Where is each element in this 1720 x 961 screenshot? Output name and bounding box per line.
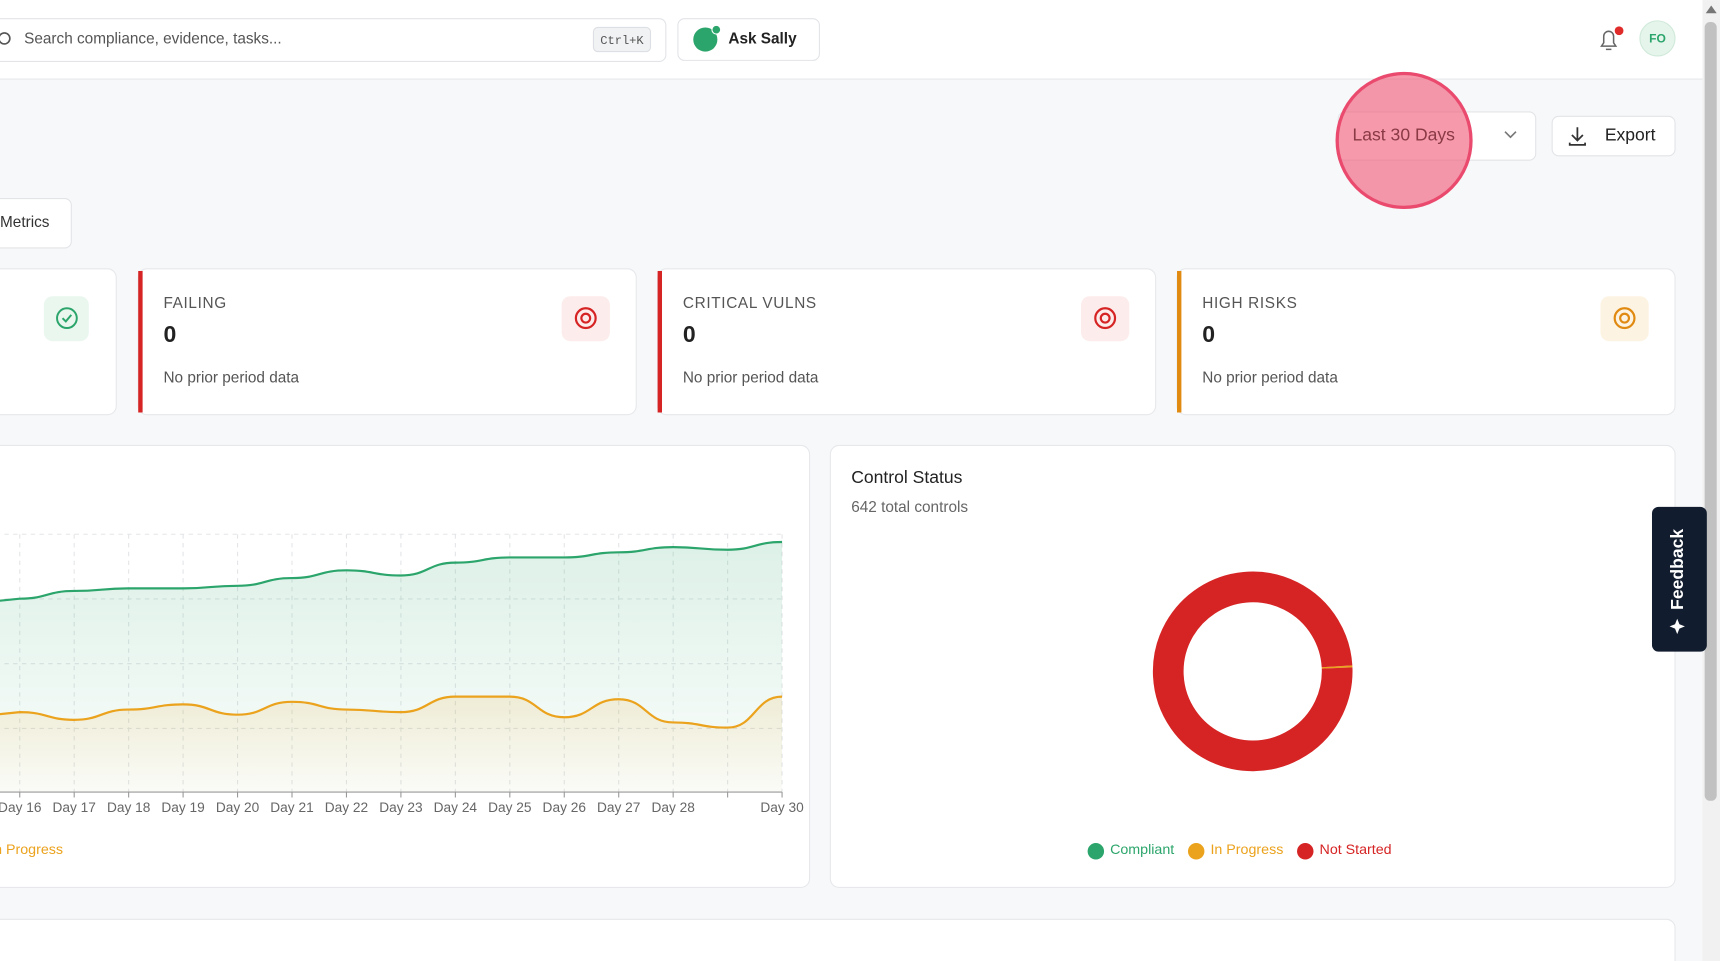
card-icon <box>574 307 597 330</box>
card-note: No prior period data <box>1202 370 1338 387</box>
notification-dot <box>1614 26 1624 36</box>
x-tick-label: Day 17 <box>52 800 95 815</box>
search-box[interactable] <box>0 18 667 63</box>
chart-title: Control Status <box>851 467 962 487</box>
card-value: 0 <box>163 321 176 347</box>
search-icon <box>0 32 11 45</box>
scroll-up[interactable] <box>1705 5 1717 14</box>
export-button[interactable] <box>1551 115 1676 157</box>
click-indicator <box>1335 71 1473 210</box>
chart-subtitle: 642 total controls <box>851 499 968 516</box>
check-icon <box>56 307 78 330</box>
scrollbar-thumb[interactable] <box>1704 21 1717 801</box>
legend-marker <box>1297 843 1314 860</box>
card <box>1176 268 1676 416</box>
legend-label: Compliant <box>1110 842 1174 858</box>
card <box>0 268 117 416</box>
shortcut-badge <box>592 26 652 53</box>
shortcut: Ctrl+K <box>600 34 644 48</box>
bottom-card <box>0 918 1676 961</box>
card-icon-box <box>1081 296 1130 342</box>
chevron <box>1504 131 1517 139</box>
area <box>0 696 783 793</box>
legend-marker <box>1187 843 1205 860</box>
card-note: No prior period data <box>683 370 819 387</box>
card-label: HIGH RISKS <box>1202 295 1297 312</box>
ask-icon <box>693 27 718 52</box>
x-tick-label: Day 30 <box>760 800 804 815</box>
card <box>657 268 1157 416</box>
legend-label: In Progress <box>0 842 63 858</box>
x-tick-label: Day 25 <box>488 800 532 815</box>
line <box>0 540 783 602</box>
tab[interactable] <box>0 198 72 249</box>
ask-dot <box>711 24 722 35</box>
card-icon <box>580 312 592 324</box>
card-icon-box <box>561 296 610 342</box>
x-tick-label: Day 16 <box>0 800 42 815</box>
donut-card <box>829 444 1676 889</box>
card-value: 0 <box>1202 321 1215 347</box>
tab-label: Metrics <box>0 214 50 231</box>
card-accent <box>138 270 143 413</box>
card-icon <box>1099 312 1111 324</box>
legend-label: In Progress <box>1210 842 1283 858</box>
x-tick-label: Day 23 <box>379 800 423 815</box>
pie-slice <box>1152 571 1353 772</box>
bell-icon[interactable] <box>1600 30 1618 51</box>
x-tick-label: Day 20 <box>216 800 260 815</box>
x-tick-label: Day 24 <box>434 800 478 815</box>
x-tick-label: Day 22 <box>325 800 368 815</box>
plot: Day 16 Day 17 Day 18 Day 19 Day 20 Day 21 Day … <box>0 533 804 858</box>
card-icon-box <box>1600 296 1649 342</box>
date-range: Last 30 Days <box>1353 125 1456 145</box>
avatar-initials: FO <box>1649 32 1666 46</box>
x-tick-label: Day 19 <box>161 800 204 815</box>
card-icon <box>1094 307 1117 330</box>
x-tick-label: Day 28 <box>651 800 695 815</box>
feedback-label: Feedback <box>1667 529 1687 610</box>
search-placeholder: Search compliance, evidence, tasks... <box>24 31 282 48</box>
x-tick-label: Day 26 <box>543 800 587 815</box>
check-mark <box>61 314 73 323</box>
legend-label: Not Started <box>1320 842 1392 858</box>
legend-marker <box>1087 843 1105 860</box>
x-tick-label: Day 21 <box>270 800 313 815</box>
sparkle-icon <box>1669 618 1685 635</box>
card-label: CRITICAL VULNS <box>683 295 817 312</box>
card <box>137 268 637 416</box>
card-note: No prior period data <box>163 370 299 387</box>
x-tick-label: Day 18 <box>107 800 151 815</box>
card-icon <box>1613 307 1636 330</box>
card-label: FAILING <box>163 295 226 312</box>
ask-label: Ask Sally <box>728 31 797 48</box>
x-tick-label: Day 27 <box>597 800 640 815</box>
line <box>0 695 783 729</box>
card-accent <box>657 270 663 413</box>
feedback-tab[interactable] <box>1651 506 1707 652</box>
card-value: 0 <box>683 321 696 347</box>
export-label: Export <box>1605 125 1656 145</box>
avatar[interactable] <box>1639 20 1676 57</box>
card-accent <box>1177 270 1182 413</box>
export-icon <box>1568 127 1586 146</box>
card-icon <box>1619 312 1631 324</box>
card-icon-box <box>43 296 89 342</box>
